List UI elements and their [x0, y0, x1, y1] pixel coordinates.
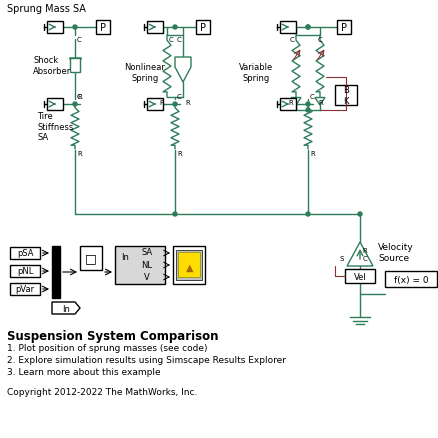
Bar [335, 86, 357, 106]
Circle shape [358, 212, 362, 216]
Text: P: P [100, 23, 106, 33]
Text: Vel: Vel [353, 272, 366, 281]
Circle shape [306, 26, 310, 30]
Bar [10, 283, 40, 295]
Bar [10, 247, 40, 259]
Text: C: C [363, 255, 368, 261]
Circle shape [173, 212, 177, 216]
Text: In: In [121, 252, 129, 261]
Polygon shape [347, 243, 373, 266]
Text: Shock
Absorber: Shock Absorber [33, 56, 71, 75]
Bar [47, 99, 63, 111]
Text: R: R [318, 100, 323, 106]
Bar [196, 21, 210, 35]
Text: C: C [77, 94, 82, 100]
Text: Copyright 2012-2022 The MathWorks, Inc.: Copyright 2012-2022 The MathWorks, Inc. [7, 387, 198, 396]
Text: C: C [177, 94, 182, 100]
Text: R: R [288, 100, 293, 106]
Circle shape [306, 212, 310, 216]
Circle shape [73, 26, 77, 30]
Text: R: R [362, 247, 367, 254]
Circle shape [73, 103, 77, 107]
Circle shape [306, 26, 310, 30]
Circle shape [173, 103, 177, 107]
Text: Variable
Spring: Variable Spring [239, 63, 273, 82]
Bar [70, 59, 80, 73]
Text: C: C [290, 37, 295, 43]
Text: SA: SA [141, 248, 152, 257]
Text: R: R [159, 100, 164, 106]
Text: S: S [339, 255, 344, 261]
Polygon shape [291, 98, 301, 106]
Text: Nonlinear
Spring: Nonlinear Spring [124, 63, 166, 82]
Text: B
K: B K [343, 86, 349, 106]
Text: R: R [77, 94, 82, 100]
Text: ▲: ▲ [186, 262, 194, 272]
Bar [52, 247, 60, 298]
Text: R: R [177, 151, 182, 157]
Text: P: P [200, 23, 206, 33]
Text: 1. Plot position of sprung masses (see code): 1. Plot position of sprung masses (see c… [7, 343, 208, 352]
Bar [345, 269, 375, 283]
Text: f(x) = 0: f(x) = 0 [394, 275, 428, 284]
Text: R: R [310, 151, 315, 157]
Bar [173, 247, 205, 284]
Text: pNL: pNL [17, 267, 33, 276]
Text: C: C [177, 37, 182, 43]
Text: C: C [310, 94, 315, 100]
Text: Suspension System Comparison: Suspension System Comparison [7, 329, 219, 342]
Text: Sprung Mass SA: Sprung Mass SA [7, 4, 86, 14]
Polygon shape [315, 98, 325, 106]
Text: pVar: pVar [15, 285, 35, 294]
Bar [10, 265, 40, 277]
Polygon shape [175, 58, 191, 83]
Text: Tire
Stiffness
SA: Tire Stiffness SA [37, 112, 73, 141]
Text: C: C [169, 37, 174, 43]
Bar [147, 22, 163, 34]
Text: V: V [144, 272, 150, 281]
Bar [280, 99, 296, 111]
Circle shape [173, 26, 177, 30]
Text: 3. Learn more about this example: 3. Learn more about this example [7, 367, 161, 376]
Text: C: C [77, 37, 82, 43]
Bar [47, 22, 63, 34]
Bar [80, 247, 102, 270]
Text: pSA: pSA [17, 249, 33, 258]
Circle shape [306, 103, 310, 107]
Bar [178, 252, 200, 277]
Bar [280, 22, 296, 34]
Text: P: P [341, 23, 347, 33]
Bar [115, 247, 165, 284]
Text: 2. Explore simulation results using Simscape Results Explorer: 2. Explore simulation results using Sims… [7, 355, 286, 364]
Text: □: □ [85, 252, 97, 265]
Polygon shape [52, 302, 80, 314]
Bar [147, 99, 163, 111]
Text: NL: NL [141, 260, 152, 269]
Text: In: In [62, 304, 70, 313]
Bar [385, 272, 437, 287]
Text: C: C [318, 37, 323, 43]
Text: Velocity
Source: Velocity Source [378, 243, 414, 262]
Text: R: R [185, 100, 190, 106]
Text: R: R [77, 151, 82, 157]
Bar [337, 21, 351, 35]
Bar [176, 251, 202, 280]
Bar [96, 21, 110, 35]
Circle shape [306, 109, 310, 113]
